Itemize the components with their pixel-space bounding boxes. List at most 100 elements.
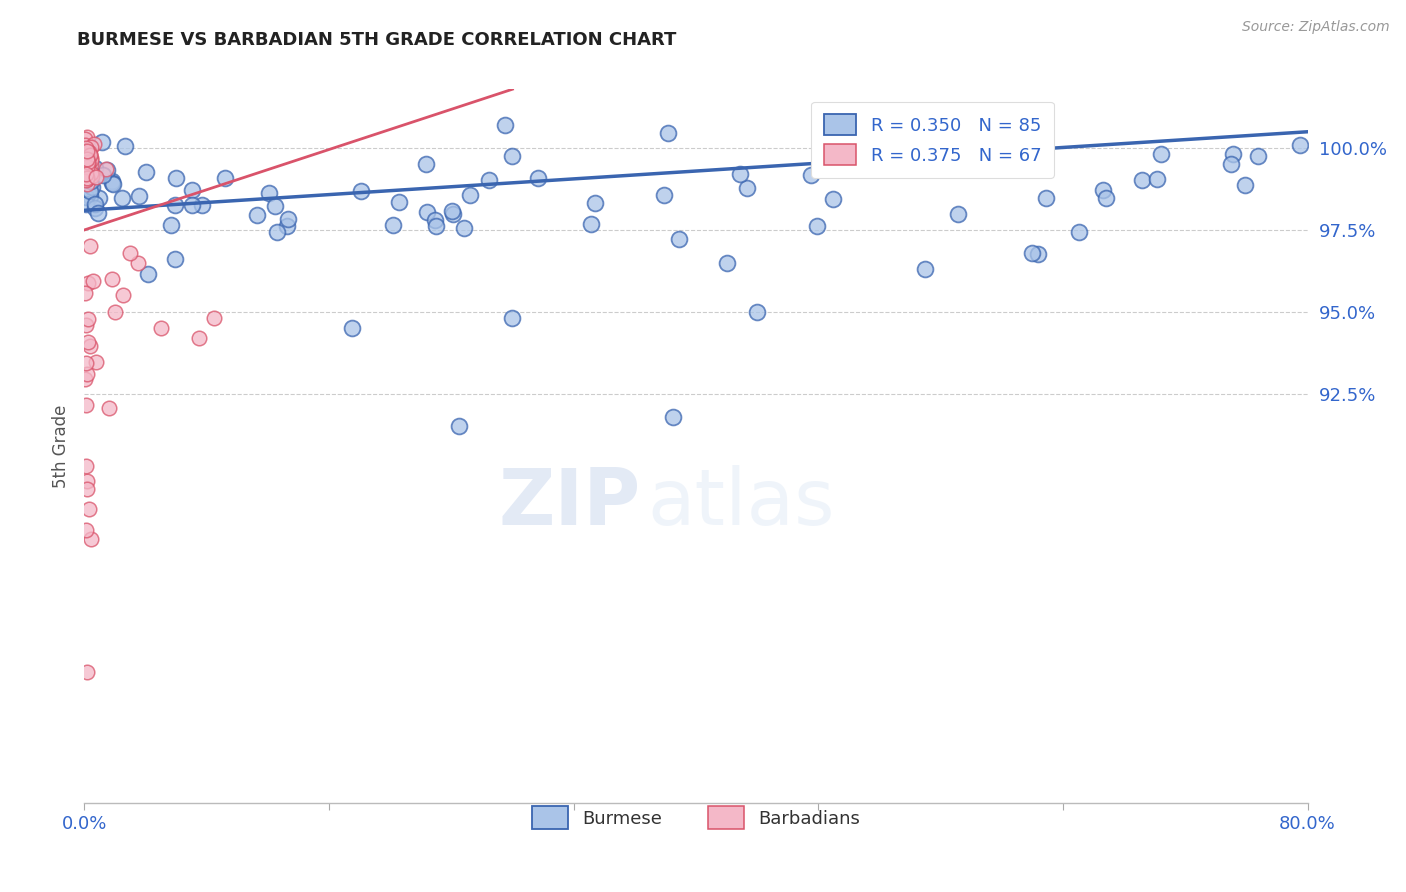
Point [735,181,758,195]
Point [75,197,97,211]
Text: ZIP: ZIP [499,465,641,541]
Point [502,311,524,326]
Point [662,409,685,424]
Point [76,153,98,168]
Point [91,168,114,182]
Text: Source: ZipAtlas.com: Source: ZipAtlas.com [1241,20,1389,34]
Point [188,331,211,345]
Point [77,312,100,326]
Point [478,172,501,186]
Point [80,140,103,154]
Point [127,255,149,269]
Text: BURMESE VS BARBADIAN 5TH GRADE CORRELATION CHART: BURMESE VS BARBADIAN 5TH GRADE CORRELATI… [77,31,676,49]
Point [90,135,112,149]
Point [716,255,738,269]
Point [1026,246,1049,260]
Point [79,145,101,160]
Point [76,152,98,166]
Point [73,285,96,300]
Point [96,162,118,177]
Point [79,147,101,161]
Point [114,138,136,153]
Point [1234,178,1257,192]
Point [728,167,751,181]
Point [447,419,470,434]
Y-axis label: 5th Grade: 5th Grade [52,404,70,488]
Point [76,158,98,172]
Point [415,204,437,219]
Point [277,211,299,226]
Point [77,157,100,171]
Point [84,355,107,369]
Point [75,137,97,152]
Point [77,155,100,169]
Point [80,180,103,194]
Point [135,165,157,179]
Point [149,321,172,335]
Point [87,206,110,220]
Point [257,186,280,200]
Point [214,170,236,185]
Point [77,166,100,180]
Point [80,153,103,167]
Point [83,161,105,175]
Point [747,305,769,319]
Point [76,172,98,186]
Point [73,157,96,171]
Point [77,276,100,290]
Point [1092,183,1115,197]
Point [441,204,464,219]
Point [76,171,98,186]
Point [79,339,101,353]
Point [1130,173,1153,187]
Point [202,311,225,326]
Point [806,219,828,234]
Point [82,274,104,288]
Point [101,174,124,188]
Point [76,130,98,145]
Point [75,398,97,412]
Point [652,188,675,202]
Point [75,168,97,182]
Point [111,191,134,205]
Point [583,195,606,210]
Point [94,161,117,176]
Point [103,177,125,191]
Point [453,221,475,235]
Point [425,219,447,233]
Point [180,198,202,212]
Point [266,225,288,239]
Point [86,169,108,184]
Point [101,176,124,190]
Point [1220,157,1243,171]
Point [76,144,98,158]
Point [382,219,405,233]
Point [800,168,823,182]
Point [276,219,298,233]
Point [80,532,103,546]
Point [1035,191,1057,205]
Point [136,267,159,281]
Point [75,172,97,186]
Point [1146,172,1168,186]
Point [76,665,98,679]
Point [75,150,97,164]
Point [76,146,98,161]
Point [1247,149,1270,163]
Point [75,372,97,386]
Point [388,194,411,209]
Point [1289,137,1312,152]
Point [84,197,107,211]
Point [441,207,464,221]
Point [73,132,96,146]
Point [527,171,550,186]
Point [165,198,187,212]
Point [104,305,127,319]
Point [1094,191,1116,205]
Point [75,148,97,162]
Point [668,231,690,245]
Point [79,501,101,516]
Point [79,184,101,198]
Point [77,154,100,169]
Point [190,198,212,212]
